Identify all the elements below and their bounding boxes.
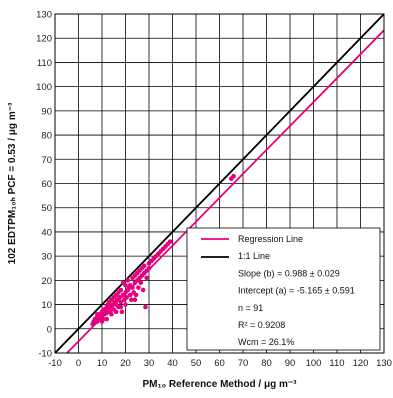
x-tick-label: 110: [329, 358, 344, 369]
y-tick-label: 120: [36, 34, 52, 45]
scatter-points: [90, 173, 236, 327]
data-point: [113, 309, 119, 315]
data-point: [130, 285, 135, 290]
x-tick-label: 130: [376, 358, 392, 369]
x-axis-title: PM₁₀ Reference Method / μg m⁻³: [143, 379, 298, 390]
data-point: [125, 278, 131, 283]
identity-line: [54, 13, 385, 354]
x-tick-label: 10: [97, 358, 108, 369]
y-tick-label: 30: [41, 252, 52, 263]
data-point: [124, 295, 129, 300]
data-point: [118, 287, 124, 293]
y-tick-label: -10: [38, 349, 52, 360]
data-point: [118, 299, 124, 305]
x-tick-label: 40: [167, 358, 178, 369]
x-axis-ticks: -10 0 10 20 30 40 50 60 70 80 90 100 110 120 130: [48, 358, 392, 369]
legend-wcm: Wcm = 26.1%: [238, 337, 294, 347]
x-tick-label: -10: [48, 358, 62, 369]
legend-intercept: Intercept (a) = -5.165 ± 0.591: [238, 286, 355, 296]
x-tick-label: 100: [306, 358, 322, 369]
data-point: [144, 275, 149, 281]
data-point: [231, 173, 236, 179]
data-point: [119, 309, 125, 315]
data-point: [132, 297, 138, 303]
legend-slope: Slope (b) = 0.988 ± 0.029: [238, 268, 340, 278]
y-tick-label: 110: [37, 58, 52, 69]
data-point: [117, 295, 122, 300]
legend-regression-label: Regression Line: [238, 234, 303, 244]
data-point: [146, 265, 152, 271]
x-tick-label: 80: [261, 358, 272, 369]
data-point: [109, 311, 114, 317]
y-tick-label: 50: [41, 203, 52, 214]
data-point: [133, 292, 139, 298]
data-point: [123, 282, 128, 288]
data-point: [167, 239, 173, 244]
data-point: [138, 280, 144, 286]
data-point: [118, 304, 124, 310]
x-tick-label: 90: [285, 358, 296, 369]
y-axis-ticks: -10 0 10 20 30 40 50 60 70 80 90 100 110 120 130: [36, 10, 52, 360]
y-tick-label: 70: [41, 155, 52, 166]
y-tick-label: 130: [36, 10, 52, 21]
data-point: [142, 263, 147, 269]
data-point: [104, 316, 109, 322]
data-point: [143, 304, 148, 310]
data-point: [136, 285, 141, 290]
y-tick-label: 10: [41, 300, 52, 311]
x-tick-label: 30: [144, 358, 155, 369]
data-point: [123, 302, 128, 307]
x-tick-label: 60: [214, 358, 225, 369]
data-point: [127, 292, 133, 298]
legend: Regression Line 1:1 Line Slope (b) = 0.9…: [186, 227, 381, 351]
x-tick-label: 70: [238, 358, 249, 369]
y-tick-label: 80: [41, 131, 52, 142]
legend-n: n = 91: [238, 303, 263, 313]
plot-frame: [54, 13, 385, 354]
legend-identity-label: 1:1 Line: [238, 251, 270, 261]
y-tick-label: 40: [41, 227, 52, 238]
legend-r2: R² = 0.9208: [238, 320, 285, 330]
data-point: [99, 319, 105, 324]
x-tick-label: 20: [120, 358, 131, 369]
y-axis-title: 102 EDTPM₁₀ₕ PCF = 0.53 / μg m⁻³: [7, 102, 18, 264]
data-point: [140, 287, 146, 293]
y-tick-label: 0: [47, 324, 52, 335]
x-tick-label: 0: [76, 358, 81, 369]
legend-box: [186, 227, 381, 351]
y-tick-label: 100: [36, 82, 52, 93]
data-point: [129, 297, 134, 303]
x-tick-label: 120: [353, 358, 369, 369]
x-tick-label: 50: [191, 358, 202, 369]
y-tick-label: 20: [41, 276, 52, 287]
data-point: [95, 311, 100, 317]
y-tick-label: 90: [41, 106, 52, 117]
y-tick-label: 60: [41, 179, 52, 190]
data-point: [104, 310, 109, 316]
